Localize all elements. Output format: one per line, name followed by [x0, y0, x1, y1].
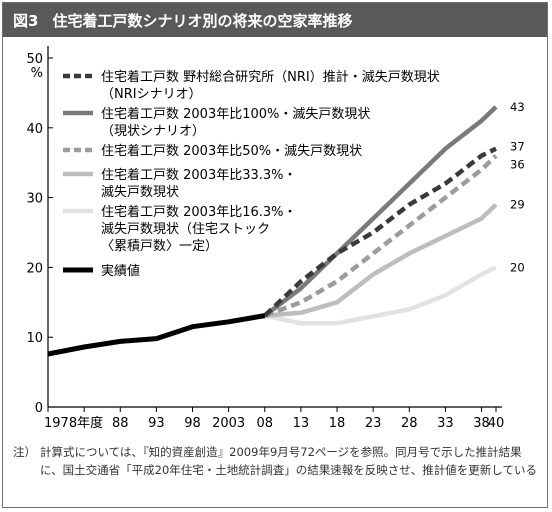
- footnote-text: 計算式については、『知的資産創造』2009年9月号72ページを参照。同月号で示し…: [40, 445, 537, 477]
- legend-label: （現状シナリオ）: [101, 124, 205, 139]
- legend-label: 住宅着工戸数 2003年比33.3%・: [101, 167, 297, 183]
- legend-label: 住宅着工戸数 2003年比100%・滅失戸数現状: [101, 106, 370, 122]
- legend-label: 住宅着工戸数 2003年比16.3%・: [101, 204, 297, 220]
- x-tick-label: 23: [365, 416, 382, 431]
- figure-header: 図3 住宅着工戸数シナリオ別の将来の空家率推移: [3, 3, 547, 37]
- x-tick-label: 18: [329, 416, 346, 431]
- x-tick-label: 88: [112, 416, 129, 431]
- x-tick-label: 2003: [212, 416, 245, 431]
- y-tick-label: 50: [26, 52, 43, 67]
- series-line: [263, 105, 498, 318]
- legend-label: 実績値: [101, 263, 140, 279]
- y-unit-label: %: [31, 66, 43, 81]
- series-line: [264, 202, 498, 318]
- x-tick-label: 93: [148, 416, 165, 431]
- y-tick-label: 0: [35, 401, 43, 416]
- legend-label: 滅失戸数現状（住宅ストック: [101, 222, 270, 237]
- y-tick-label: 10: [26, 331, 43, 346]
- series-line: [263, 146, 497, 318]
- y-tick-label: 20: [26, 261, 43, 276]
- x-tick-label: 38: [473, 416, 490, 431]
- legend-label: （NRIシナリオ）: [101, 87, 202, 102]
- legend-label: 住宅着工戸数 2003年比50%・滅失戸数現状: [101, 143, 362, 159]
- footnote: 注） 計算式については、『知的資産創造』2009年9月号72ページを参照。同月号…: [13, 443, 538, 479]
- series-line: [47, 313, 266, 357]
- x-tick-label: 98: [184, 416, 201, 431]
- legend-label: 〈累積戸数〉一定）: [101, 239, 218, 254]
- series-line: [264, 265, 497, 326]
- legend-label: 住宅着工戸数 野村総合研究所（NRI）推計・滅失戸数現状: [101, 69, 440, 85]
- x-tick-label: 33: [437, 416, 454, 431]
- line-chart: 0 10 20 30 40 50% 1978年度 88 93 98 2003 08 13 18 23 28 33…: [26, 46, 525, 431]
- x-tick-label: 13: [293, 416, 310, 431]
- y-tick-label: 40: [26, 122, 43, 137]
- series-end-label: 20: [510, 260, 525, 274]
- series-end-label: 37: [510, 140, 525, 154]
- figure-frame: 図3 住宅着工戸数シナリオ別の将来の空家率推移 0 10 20 30 40 50% 1978…: [2, 2, 548, 508]
- series-end-label: 43: [510, 100, 525, 114]
- x-tick-label: 1978年度: [44, 415, 103, 431]
- x-tick-label: 08: [257, 416, 274, 431]
- series-end-label: 29: [510, 198, 525, 212]
- footnote-label: 注）: [13, 445, 36, 459]
- x-tick-label: 28: [401, 416, 418, 431]
- legend-label: 滅失戸数現状: [101, 185, 179, 200]
- x-tick-label: 40: [488, 416, 505, 431]
- series-end-label: 36: [510, 158, 525, 172]
- series-line: [264, 154, 498, 318]
- y-tick-label: 30: [26, 192, 43, 207]
- figure-title: 住宅着工戸数シナリオ別の将来の空家率推移: [52, 11, 353, 30]
- figure-number: 図3: [13, 11, 39, 30]
